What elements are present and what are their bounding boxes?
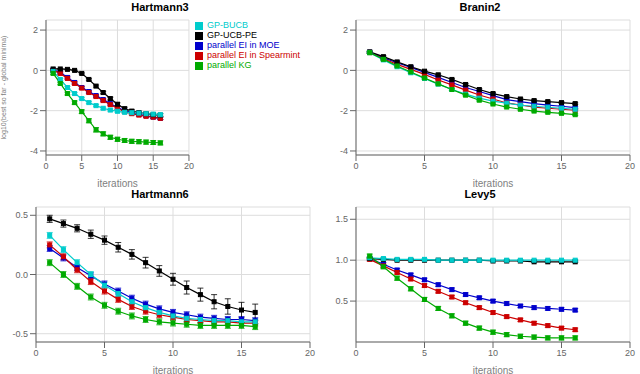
svg-text:-2: -2 [340,106,348,116]
svg-text:5: 5 [79,161,84,171]
svg-text:2: 2 [33,25,38,35]
svg-text:20: 20 [625,161,635,171]
svg-text:0.5: 0.5 [15,210,28,220]
svg-text:0.5: 0.5 [335,296,348,306]
svg-text:5: 5 [422,348,427,358]
svg-text:2: 2 [343,25,348,35]
svg-text:1.0: 1.0 [335,255,348,265]
svg-text:0: 0 [343,66,348,76]
svg-text:0: 0 [33,348,38,358]
svg-text:-4: -4 [30,146,38,156]
svg-text:iterations: iterations [153,365,194,374]
svg-text:15: 15 [236,348,246,358]
svg-text:10: 10 [488,348,498,358]
html-text:GP-UCB-PE: GP-UCB-PE [207,30,257,40]
svg-text:0: 0 [353,348,358,358]
svg-text:20: 20 [305,348,315,358]
svg-text:0.0: 0.0 [15,270,28,280]
svg-text:-4: -4 [340,146,348,156]
svg-text:-0.5: -0.5 [12,329,28,339]
svg-text:0: 0 [33,66,38,76]
svg-text:5: 5 [102,348,107,358]
svg-text:0: 0 [353,161,358,171]
svg-text:0: 0 [43,161,48,171]
svg-text:10: 10 [112,161,122,171]
svg-text:10: 10 [168,348,178,358]
html-text:GP-BUCB: GP-BUCB [207,20,248,30]
html-text:Hartmann3: Hartmann3 [131,1,189,13]
svg-text:20: 20 [184,161,194,171]
html-text:parallel KG: parallel KG [207,60,252,70]
svg-text:iterations: iterations [473,178,514,187]
svg-text:iterations: iterations [97,178,138,187]
svg-text:1.5: 1.5 [335,214,348,224]
html-text:parallel EI in MOE: parallel EI in MOE [207,40,280,50]
svg-text:5: 5 [422,161,427,171]
svg-text:-2: -2 [30,106,38,116]
html-text:Hartmann6: Hartmann6 [131,188,189,200]
html-text:Branin2: Branin2 [459,1,501,13]
svg-text:iterations: iterations [473,365,514,374]
svg-text:10: 10 [488,161,498,171]
svg-text:15: 15 [148,161,158,171]
html-text:parallel EI in Spearmint: parallel EI in Spearmint [207,50,300,60]
svg-text:log10(best so far - global min: log10(best so far - global minima) [0,36,8,140]
svg-text:15: 15 [556,161,566,171]
html-text:Levy5: Levy5 [464,188,496,200]
svg-text:20: 20 [625,348,635,358]
svg-text:15: 15 [556,348,566,358]
